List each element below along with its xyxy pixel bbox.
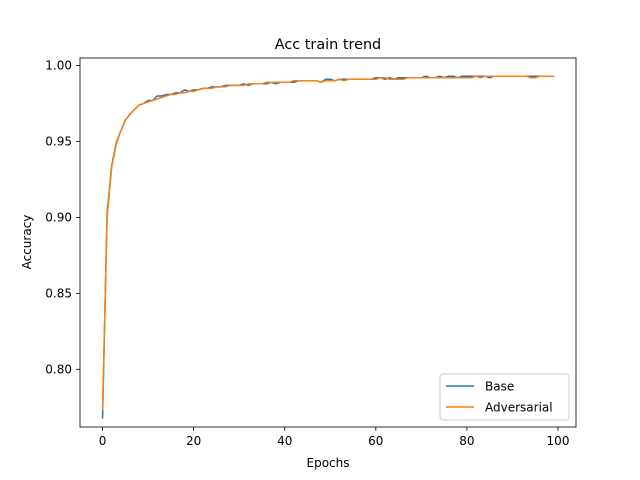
x-tick-label: 60 (368, 434, 383, 448)
x-tick-label: 100 (547, 434, 570, 448)
x-tick-label: 0 (99, 434, 107, 448)
legend: Base Adversarial (439, 373, 570, 421)
legend-label-base: Base (485, 380, 514, 394)
y-tick-label: 0.95 (45, 135, 72, 149)
x-axis-label: Epochs (307, 456, 350, 470)
x-tick-label: 20 (186, 434, 201, 448)
axes-frame (79, 57, 577, 428)
y-tick-label: 0.90 (45, 210, 72, 224)
x-tick-label: 40 (277, 434, 292, 448)
y-tick-label: 1.00 (45, 59, 72, 73)
x-tick-label: 80 (459, 434, 474, 448)
y-tick-label: 0.80 (45, 362, 72, 376)
y-tick-label: 0.85 (45, 286, 72, 300)
plot-area: 0 20 40 60 80 100 0.80 0.85 0.90 0.95 1.00 (45, 57, 577, 448)
legend-label-adversarial: Adversarial (485, 401, 553, 415)
chart-title: Acc train trend (275, 37, 381, 53)
series-line-adversarial (101, 75, 555, 412)
y-axis-label: Accuracy (20, 215, 34, 270)
